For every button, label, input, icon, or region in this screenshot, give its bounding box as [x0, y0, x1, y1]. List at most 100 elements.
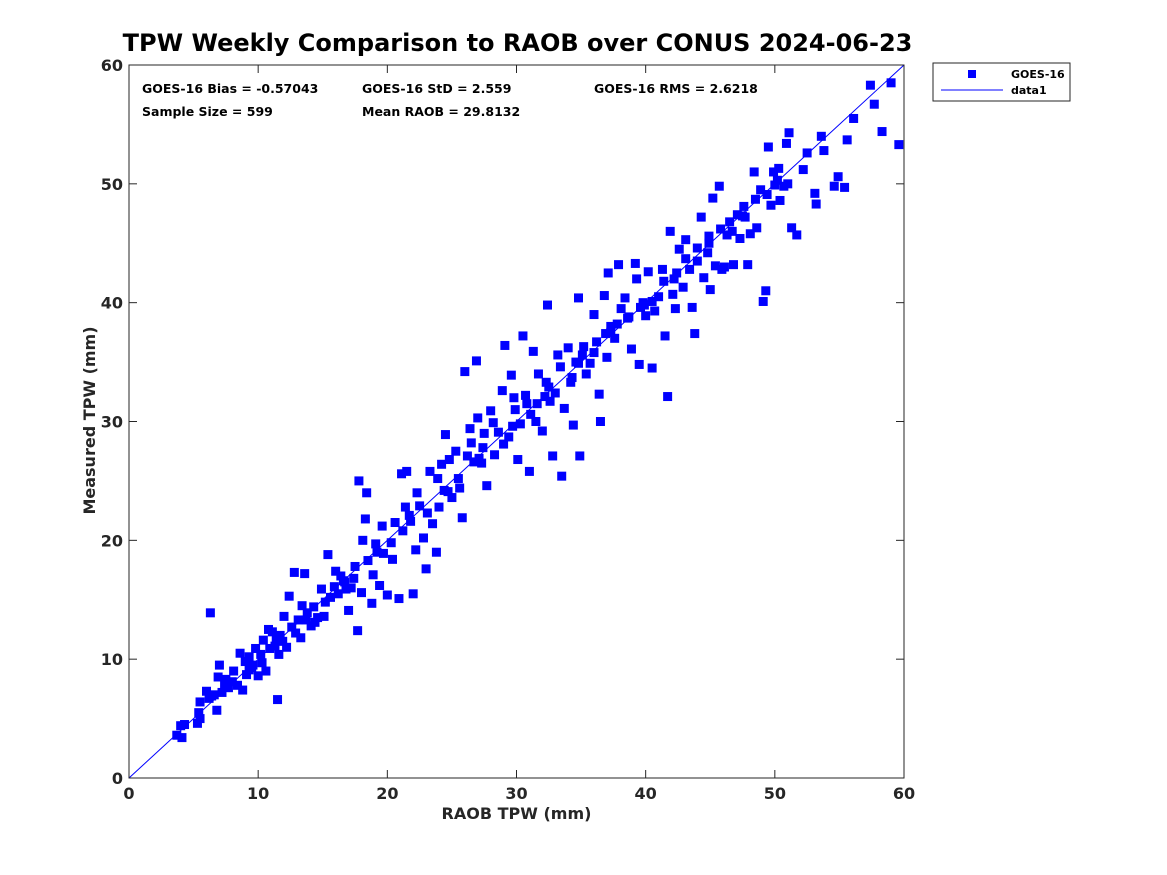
data-point	[659, 276, 669, 286]
axis-ticks: 0 10 20 30 40 50 60 0 10 20 30 40 50 60	[101, 56, 915, 803]
data-point	[506, 370, 516, 380]
y-tick-label: 0	[112, 769, 123, 788]
data-point	[819, 146, 829, 156]
x-axis-label: RAOB TPW (mm)	[442, 804, 592, 823]
data-point	[603, 268, 613, 278]
data-point	[244, 665, 254, 675]
data-point	[592, 337, 602, 347]
data-point	[574, 358, 583, 368]
data-point	[270, 641, 280, 651]
data-point	[223, 683, 233, 693]
data-point	[371, 539, 381, 549]
data-point	[256, 649, 266, 659]
data-point	[654, 292, 664, 302]
data-point	[528, 346, 538, 356]
data-point	[763, 142, 773, 152]
data-point	[195, 697, 205, 707]
data-point	[408, 589, 418, 599]
data-point	[397, 469, 407, 479]
data-point	[770, 180, 780, 190]
data-point	[282, 642, 292, 652]
data-point	[681, 235, 691, 245]
x-tick-label: 20	[376, 784, 398, 803]
data-point	[784, 128, 794, 138]
data-point	[293, 615, 303, 625]
data-point	[829, 181, 839, 191]
data-point	[626, 344, 636, 354]
data-point	[310, 617, 320, 627]
data-point	[490, 450, 500, 460]
data-point	[233, 680, 242, 690]
data-point	[398, 526, 408, 536]
stat-bias: GOES-16 Bias = -0.57043	[142, 81, 318, 96]
data-point	[466, 438, 476, 448]
y-tick-label: 20	[101, 531, 123, 550]
data-point	[894, 140, 904, 150]
data-point	[802, 148, 812, 158]
data-point	[404, 510, 414, 520]
data-point	[616, 304, 626, 314]
data-point	[575, 451, 585, 461]
data-point	[632, 274, 642, 284]
data-point	[378, 548, 388, 558]
data-point	[358, 535, 368, 545]
data-point	[202, 686, 211, 696]
data-point	[482, 481, 492, 491]
data-point	[743, 260, 753, 270]
data-point	[264, 624, 273, 634]
data-point	[271, 633, 281, 643]
data-point	[533, 369, 543, 379]
data-point	[323, 550, 333, 560]
data-point	[319, 611, 329, 621]
data-point	[761, 286, 771, 296]
data-point	[647, 296, 657, 306]
data-point	[670, 304, 680, 314]
data-point	[579, 342, 589, 352]
data-point	[865, 80, 875, 90]
plot-frame	[128, 64, 905, 779]
data-point	[537, 426, 547, 436]
data-point	[453, 474, 463, 484]
data-point	[705, 285, 715, 295]
data-point	[553, 350, 563, 360]
legend-marker-goes16	[968, 70, 976, 78]
data-point	[363, 556, 373, 566]
data-point	[238, 685, 248, 695]
data-point	[350, 561, 360, 571]
data-point	[719, 262, 729, 272]
data-point	[692, 256, 702, 266]
data-point	[194, 708, 204, 718]
data-point	[273, 695, 283, 705]
data-point	[886, 78, 896, 88]
data-point	[727, 226, 737, 236]
data-point	[244, 652, 254, 662]
data-point	[180, 720, 190, 730]
data-point	[455, 483, 465, 493]
data-point	[816, 131, 826, 141]
data-point	[509, 393, 519, 403]
data-point	[291, 628, 301, 638]
data-point	[368, 570, 378, 580]
data-point	[647, 363, 657, 373]
data-point	[681, 254, 691, 264]
data-point	[221, 674, 231, 684]
data-point	[402, 466, 412, 476]
data-point	[227, 677, 237, 687]
data-point	[451, 446, 461, 456]
data-point	[532, 399, 542, 409]
data-point	[650, 306, 660, 316]
data-point	[550, 388, 560, 398]
data-point	[696, 212, 706, 222]
data-point	[253, 671, 263, 681]
data-point	[769, 167, 779, 177]
data-point	[766, 200, 776, 210]
data-point	[531, 417, 541, 426]
data-point	[447, 493, 457, 503]
data-point	[577, 350, 587, 360]
data-point	[205, 608, 215, 618]
data-point	[375, 580, 385, 590]
data-point	[349, 573, 359, 583]
data-point	[425, 466, 435, 476]
data-point	[462, 451, 472, 461]
